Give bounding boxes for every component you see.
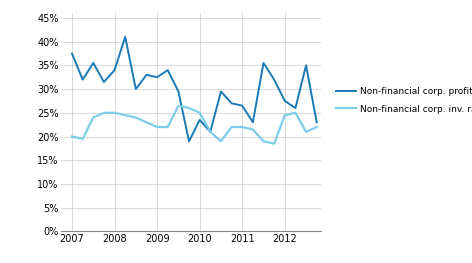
Non-financial corp. profit share <box>197 118 202 122</box>
Non-financial corp. profit share <box>165 69 170 72</box>
Non-financial corp. profit share <box>176 90 181 93</box>
Non-financial corp. inv. rate <box>218 140 224 143</box>
Non-financial corp. inv. rate <box>91 116 96 119</box>
Non-financial corp. profit share <box>239 104 245 107</box>
Non-financial corp. profit share <box>69 52 75 55</box>
Non-financial corp. profit share <box>271 78 277 81</box>
Non-financial corp. inv. rate <box>250 128 256 131</box>
Non-financial corp. inv. rate <box>69 135 75 138</box>
Non-financial corp. inv. rate <box>186 107 192 110</box>
Non-financial corp. inv. rate <box>239 125 245 129</box>
Non-financial corp. profit share <box>314 121 320 124</box>
Non-financial corp. profit share <box>133 88 139 91</box>
Non-financial corp. inv. rate <box>208 130 213 133</box>
Non-financial corp. inv. rate <box>154 125 160 129</box>
Non-financial corp. profit share <box>154 76 160 79</box>
Non-financial corp. inv. rate <box>101 111 107 114</box>
Non-financial corp. profit share <box>229 102 235 105</box>
Non-financial corp. inv. rate <box>165 125 170 129</box>
Line: Non-financial corp. profit share: Non-financial corp. profit share <box>72 37 317 141</box>
Non-financial corp. inv. rate <box>197 111 202 114</box>
Legend: Non-financial corp. profit share, Non-financial corp. inv. rate: Non-financial corp. profit share, Non-fi… <box>336 87 472 114</box>
Non-financial corp. inv. rate <box>293 111 298 114</box>
Non-financial corp. profit share <box>80 78 85 81</box>
Non-financial corp. inv. rate <box>229 125 235 129</box>
Non-financial corp. profit share <box>122 35 128 38</box>
Non-financial corp. profit share <box>282 99 287 103</box>
Non-financial corp. profit share <box>143 73 149 77</box>
Non-financial corp. inv. rate <box>133 116 139 119</box>
Non-financial corp. inv. rate <box>261 140 266 143</box>
Non-financial corp. inv. rate <box>314 125 320 129</box>
Non-financial corp. inv. rate <box>271 142 277 145</box>
Non-financial corp. inv. rate <box>303 130 309 133</box>
Non-financial corp. profit share <box>91 61 96 64</box>
Non-financial corp. inv. rate <box>112 111 118 114</box>
Non-financial corp. profit share <box>101 80 107 84</box>
Non-financial corp. inv. rate <box>176 104 181 107</box>
Line: Non-financial corp. inv. rate: Non-financial corp. inv. rate <box>72 106 317 144</box>
Non-financial corp. profit share <box>261 61 266 64</box>
Non-financial corp. profit share <box>250 121 256 124</box>
Non-financial corp. inv. rate <box>143 121 149 124</box>
Non-financial corp. inv. rate <box>80 137 85 140</box>
Non-financial corp. profit share <box>218 90 224 93</box>
Non-financial corp. inv. rate <box>122 114 128 117</box>
Non-financial corp. profit share <box>208 130 213 133</box>
Non-financial corp. inv. rate <box>282 114 287 117</box>
Non-financial corp. profit share <box>303 64 309 67</box>
Non-financial corp. profit share <box>112 69 118 72</box>
Non-financial corp. profit share <box>186 140 192 143</box>
Non-financial corp. profit share <box>293 107 298 110</box>
